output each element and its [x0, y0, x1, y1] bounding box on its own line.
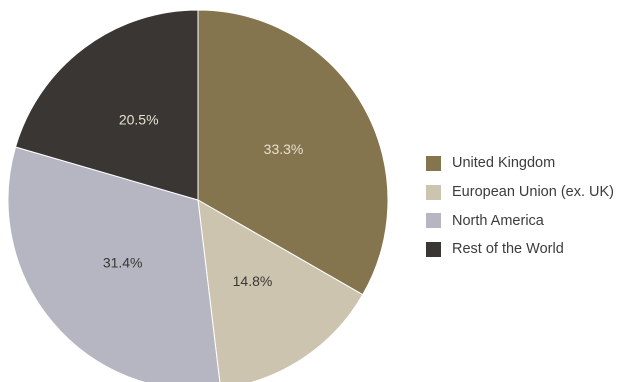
pie-slice-united-kingdom — [197, 9, 389, 296]
slice-label-rest-of-the-world: 20.5% — [119, 112, 159, 128]
legend-swatch-european-union — [426, 184, 441, 200]
legend-swatch-north-america — [426, 213, 441, 229]
legend-label-united-kingdom: United Kingdom — [452, 155, 556, 172]
legend-label-rest-of-world: Rest of the World — [452, 241, 564, 258]
legend-item-european-union: European Union (ex. UK) — [426, 178, 623, 207]
legend-swatch-united-kingdom — [426, 155, 441, 171]
slice-label-north-america: 31.4% — [103, 255, 143, 271]
legend-swatch-rest-of-world — [426, 241, 441, 257]
legend-item-rest-of-world: Rest of the World — [426, 235, 623, 264]
pie-slice-european-union-ex-uk — [197, 199, 364, 382]
slice-label-european-union-ex-uk: 14.8% — [233, 273, 273, 289]
slice-label-united-kingdom: 33.3% — [264, 141, 304, 157]
chart-legend: United Kingdom European Union (ex. UK) N… — [426, 149, 623, 264]
legend-item-united-kingdom: United Kingdom — [426, 149, 623, 178]
legend-label-north-america: North America — [452, 212, 544, 229]
pie-slice-north-america — [7, 146, 221, 382]
legend-label-european-union: European Union (ex. UK) — [452, 184, 614, 201]
pie-slice-rest-of-the-world — [14, 9, 199, 201]
legend-item-north-america: North America — [426, 206, 623, 235]
